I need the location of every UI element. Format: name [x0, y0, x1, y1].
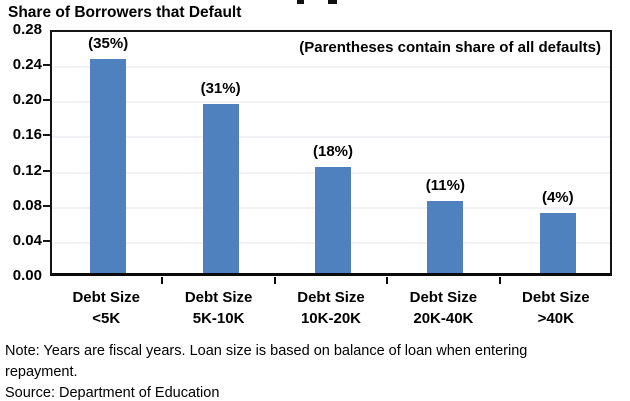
- y-tick-mark: [43, 134, 50, 137]
- x-tick-mark: [498, 277, 501, 284]
- bar: [427, 200, 464, 273]
- x-tick-mark: [273, 277, 276, 284]
- bar-value-label: (31%): [200, 80, 241, 98]
- x-category-line2: >40K: [537, 310, 574, 327]
- plot-area: (35%) (31%) (18%) (11%) (4%) (Parentheses co…: [50, 30, 612, 276]
- y-tick-label: 0.08: [12, 196, 42, 214]
- x-category-label: Debt Size 10K-20K: [275, 287, 387, 329]
- y-tick-label: 0.20: [12, 91, 42, 109]
- x-category-line2: 5K-10K: [192, 310, 245, 327]
- x-category-line1: Debt Size: [184, 289, 253, 306]
- bar: [539, 213, 576, 273]
- bar: [202, 104, 239, 273]
- note-line: repayment.: [5, 364, 78, 380]
- bar: [315, 166, 351, 273]
- gridline: [52, 136, 610, 139]
- x-category-line1: Debt Size: [409, 289, 478, 306]
- bar-value-label: (4%): [541, 189, 574, 207]
- x-category-line1: Debt Size: [522, 289, 590, 306]
- x-category-line1: Debt Size: [297, 289, 365, 306]
- chart-annotation: (Parentheses contain share of all defaul…: [299, 39, 601, 56]
- x-category-line2: <5K: [92, 310, 121, 327]
- x-category-label: Debt Size 20K-40K: [387, 287, 499, 329]
- y-tick-label: 0.28: [12, 21, 42, 38]
- bar-value-label: (35%): [88, 34, 129, 52]
- bar: [90, 58, 127, 273]
- y-tick-label: 0.00: [12, 267, 42, 284]
- clipped-title-fragment: [328, 0, 337, 4]
- note-line: Note: Years are fiscal years. Loan size …: [5, 343, 528, 359]
- x-category-label: Debt Size >40K: [500, 287, 612, 329]
- bar-value-label: (11%): [425, 176, 465, 194]
- y-tick-label: 0.16: [12, 126, 42, 144]
- x-category-label: Debt Size 5K-10K: [162, 287, 274, 329]
- y-tick-mark: [43, 239, 50, 242]
- x-tick-mark: [386, 277, 389, 284]
- x-category-line2: 10K-20K: [300, 310, 361, 327]
- chart-axis-title: Share of Borrowers that Default: [8, 4, 242, 21]
- chart-notes: Note: Years are fiscal years. Loan size …: [5, 341, 605, 401]
- gridline: [52, 66, 610, 69]
- x-tick-mark: [161, 277, 164, 284]
- y-tick-mark: [43, 169, 50, 172]
- y-tick-label: 0.24: [12, 56, 42, 74]
- y-tick-label: 0.12: [12, 161, 42, 179]
- y-tick-label: 0.04: [12, 231, 42, 249]
- y-tick-mark: [43, 99, 50, 102]
- clipped-title-fragment: [297, 0, 304, 4]
- y-tick-mark: [43, 64, 50, 67]
- x-category-line1: Debt Size: [72, 289, 140, 306]
- x-category-line2: 20K-40K: [413, 310, 474, 327]
- x-category-label: Debt Size <5K: [50, 287, 162, 329]
- y-tick-mark: [43, 204, 50, 207]
- bar-value-label: (18%): [312, 142, 353, 160]
- gridline: [52, 101, 610, 104]
- source-line: Source: Department of Education: [5, 385, 220, 401]
